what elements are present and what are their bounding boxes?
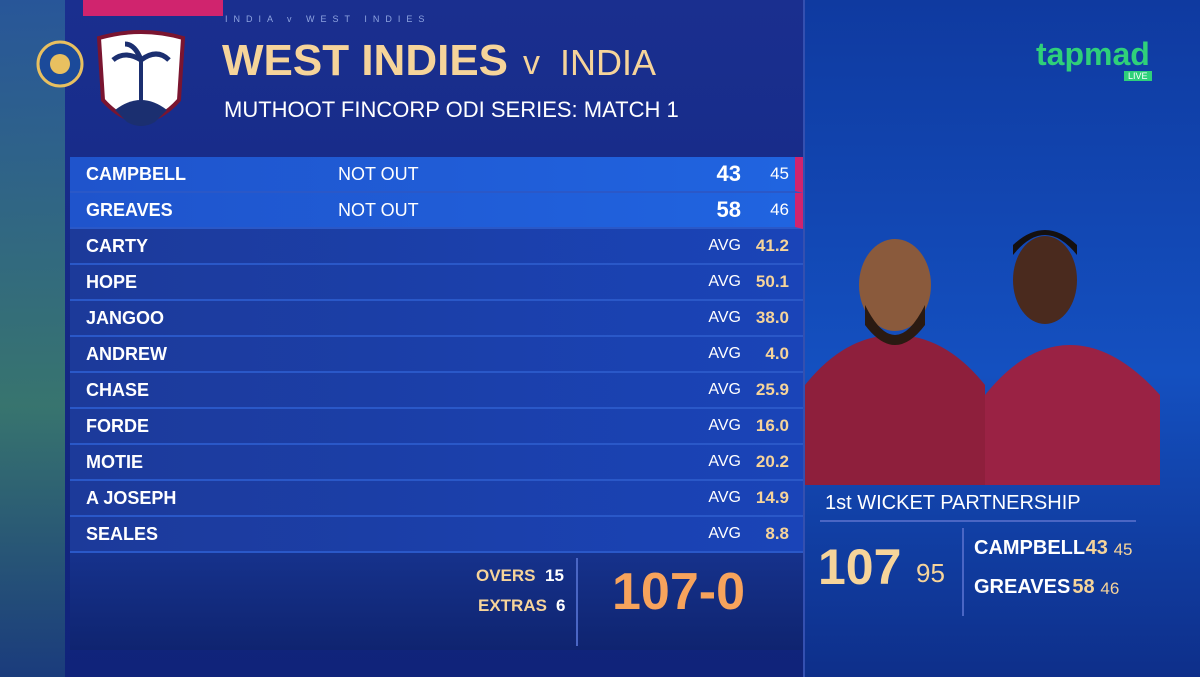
brand-logo: tapmad: [1036, 36, 1150, 72]
batter-row: GREAVES NOT OUT 58 46: [70, 193, 803, 229]
player-name: FORDE: [86, 416, 149, 436]
avg-label: AVG: [708, 489, 741, 506]
batter-runs: 43: [716, 161, 741, 186]
batter-status: NOT OUT: [338, 164, 419, 184]
avg-label: AVG: [708, 237, 741, 254]
accent-bar: [83, 0, 223, 16]
player-name: CHASE: [86, 380, 150, 400]
player-average: 14.9: [755, 488, 789, 507]
west-indies-logo: [96, 30, 186, 126]
player-name: HOPE: [86, 272, 138, 292]
player-name: MOTIE: [86, 452, 143, 472]
overs-label: OVERS: [476, 566, 536, 585]
batter-runs: 58: [716, 197, 741, 222]
series-title: MUTHOOT FINCORP ODI SERIES: MATCH 1: [224, 97, 679, 122]
divider: [820, 520, 1136, 522]
avg-label: AVG: [708, 345, 741, 362]
player-average: 38.0: [755, 308, 789, 327]
batter-row: CAMPBELL NOT OUT 43 45: [70, 157, 803, 193]
avg-label: AVG: [708, 453, 741, 470]
batter-balls: 45: [770, 164, 789, 183]
match-label: INDIA v WEST INDIES: [225, 14, 431, 24]
player-average: 50.1: [755, 272, 789, 291]
avg-label: AVG: [708, 381, 741, 398]
player-average: 8.8: [765, 524, 789, 543]
divider: [962, 528, 964, 616]
avg-label: AVG: [708, 417, 741, 434]
batter-balls: 46: [770, 200, 789, 219]
team-title: WEST INDIES: [222, 36, 509, 85]
player-row: JANGOO AVG 38.0: [70, 301, 803, 337]
player-average: 25.9: [755, 380, 789, 399]
player-row: SEALES AVG 8.8: [70, 517, 803, 553]
player-average: 20.2: [755, 452, 789, 471]
partner-runs: 58: [1072, 576, 1095, 598]
player-row: MOTIE AVG 20.2: [70, 445, 803, 481]
partnership-runs: 107: [818, 539, 902, 595]
team-score: 107-0: [612, 563, 745, 621]
player-name: JANGOO: [86, 308, 165, 328]
opponent-title: INDIA: [560, 42, 657, 83]
partner-runs: 43: [1085, 537, 1108, 559]
player-row: ANDREW AVG 4.0: [70, 337, 803, 373]
player-row: CARTY AVG 41.2: [70, 229, 803, 265]
batter-status: NOT OUT: [338, 200, 419, 220]
player-average: 16.0: [755, 416, 789, 435]
avg-label: AVG: [708, 525, 741, 542]
avg-label: AVG: [708, 273, 741, 290]
player-name: SEALES: [86, 524, 159, 544]
avg-label: AVG: [708, 309, 741, 326]
player-name: A JOSEPH: [86, 488, 177, 508]
extras-label: EXTRAS: [478, 596, 547, 615]
player-average: 4.0: [765, 344, 789, 363]
partner-name: CAMPBELL: [974, 537, 1086, 559]
player-name: CARTY: [86, 236, 148, 256]
overs-value: 15: [545, 566, 564, 585]
partner-balls: 46: [1100, 579, 1120, 598]
player-photos: [805, 230, 1160, 485]
batter-name: CAMPBELL: [86, 164, 186, 184]
player-average: 41.2: [755, 236, 789, 255]
player-row: A JOSEPH AVG 14.9: [70, 481, 803, 517]
player-row: FORDE AVG 16.0: [70, 409, 803, 445]
bcci-logo: [36, 40, 84, 88]
player-name: ANDREW: [86, 344, 167, 364]
divider: [576, 558, 578, 646]
partner-balls: 45: [1113, 540, 1133, 559]
background-strip: [0, 0, 65, 677]
partnership-balls: 95: [916, 558, 945, 588]
partner-name: GREAVES: [974, 576, 1071, 598]
batter-name: GREAVES: [86, 200, 173, 220]
player-row: HOPE AVG 50.1: [70, 265, 803, 301]
partnership-title: 1st WICKET PARTNERSHIP: [825, 492, 1081, 514]
player-row: CHASE AVG 25.9: [70, 373, 803, 409]
extras-value: 6: [556, 596, 566, 615]
footer: [70, 553, 803, 650]
live-badge: LIVE: [1124, 71, 1152, 81]
versus: v: [523, 44, 540, 82]
